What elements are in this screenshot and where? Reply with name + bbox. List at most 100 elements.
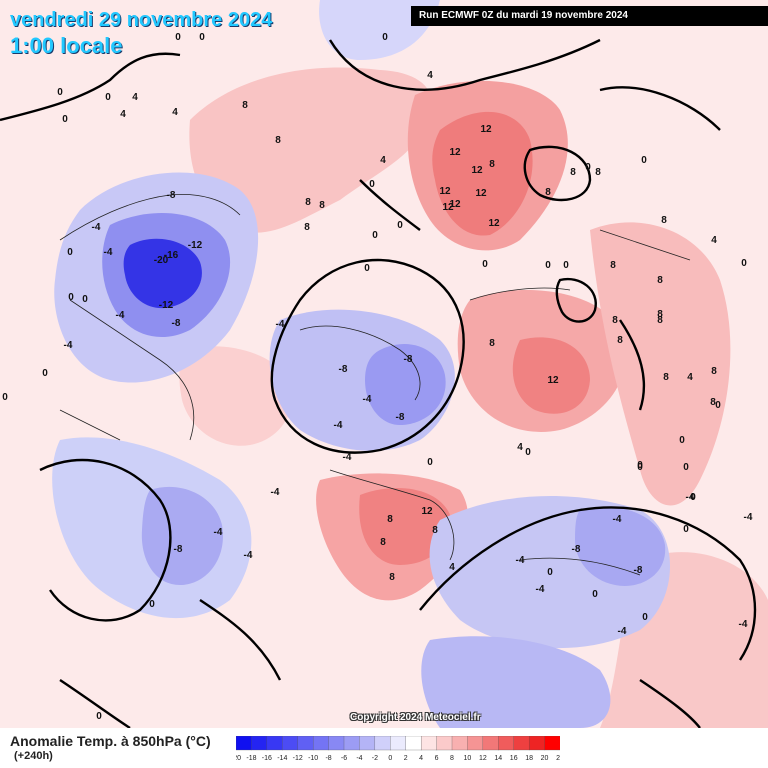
warm-area-asia-east [590, 222, 731, 506]
color-scale-swatch [328, 736, 345, 751]
contour-label: 4 [380, 155, 386, 166]
warm-area-north-atlantic [189, 67, 433, 233]
valid-date-title: vendredi 29 novembre 2024 [10, 9, 273, 31]
contour-label: 0 [585, 162, 591, 173]
warm-area-siberia-core [512, 337, 590, 414]
color-scale-swatch [390, 736, 407, 751]
contour-label: 8 [387, 514, 393, 525]
contour-label: 0 [2, 392, 8, 403]
contour-label: 8 [432, 525, 438, 536]
contour-label: 0 [369, 179, 375, 190]
contour-label: 8 [595, 167, 601, 178]
contour-label: -4 [744, 512, 753, 523]
contour-label: 8 [657, 315, 663, 326]
coastlines [59, 194, 691, 576]
contour-label: -4 [343, 452, 352, 463]
contour-label: 0 [690, 492, 696, 503]
cold-area-south [421, 636, 611, 728]
local-time-title: 1:00 locale [10, 33, 123, 58]
contour-label: 0 [105, 92, 111, 103]
contour-label: 0 [482, 259, 488, 270]
color-scale-tick-label: -14 [277, 755, 287, 762]
color-scale-tick-label: 14 [494, 755, 502, 762]
contour-label: -8 [339, 364, 348, 375]
color-scale-tick-label: 6 [435, 755, 439, 762]
contour-label: -4 [104, 247, 113, 258]
color-scale-swatch [343, 736, 360, 751]
zero-contours [0, 38, 757, 728]
contour-label: -4 [276, 319, 285, 330]
contour-label: -4 [244, 550, 253, 561]
color-scale-swatch [312, 736, 330, 751]
contour-label: 0 [592, 589, 598, 600]
contour-label: 8 [389, 572, 395, 583]
contour-label: 8 [612, 315, 618, 326]
warm-anomaly-areas [179, 67, 768, 728]
contour-label: 0 [67, 247, 73, 258]
color-scale-tick-label: -16 [262, 755, 272, 762]
contour-label: 8 [242, 100, 248, 111]
color-scale-tick-label: 18 [525, 755, 533, 762]
contour-label: 0 [641, 155, 647, 166]
contour-label: 0 [57, 87, 63, 98]
contour-label: 0 [642, 612, 648, 623]
color-scale-tick-label: -12 [293, 755, 303, 762]
contour-label: 12 [471, 165, 483, 176]
contour-label: 0 [563, 260, 569, 271]
warm-area-canada-east [179, 346, 293, 446]
contour-label: -4 [334, 420, 343, 431]
contour-label: 4 [120, 109, 126, 120]
contour-label: 0 [683, 462, 689, 473]
color-scale-tick-label: -6 [341, 755, 347, 762]
contour-label: 0 [525, 447, 531, 458]
contour-label: 12 [480, 124, 492, 135]
contour-label: -12 [159, 300, 174, 311]
color-scale-swatch [251, 736, 268, 751]
color-scale-swatch [436, 736, 453, 751]
contour-label: -12 [188, 240, 203, 251]
contour-label: -4 [613, 514, 622, 525]
contour-label: 4 [687, 372, 693, 383]
contour-label: 8 [663, 372, 669, 383]
warm-area-arctic-core [432, 111, 533, 236]
contour-label: 0 [715, 400, 721, 411]
color-scale-tick-label: 20 [541, 755, 549, 762]
contour-label: 8 [657, 309, 663, 320]
color-scale-tick-label: -8 [325, 755, 331, 762]
contour-label: -4 [686, 492, 695, 503]
contour-label: 4 [449, 562, 455, 573]
color-scale-swatch [482, 736, 499, 751]
contour-label: 0 [547, 567, 553, 578]
contour-label: 0 [82, 294, 88, 305]
contour-label: 12 [442, 202, 454, 213]
contour-label: 0 [199, 32, 205, 43]
color-scale-tick-label: -18 [246, 755, 256, 762]
color-scale-swatch [405, 736, 422, 751]
warm-area-europe-core [359, 487, 451, 565]
contour-label: 0 [427, 457, 433, 468]
contour-label: 8 [545, 187, 551, 198]
contour-label: 8 [275, 135, 281, 146]
color-scale-tick-label: 0 [388, 755, 392, 762]
contour-label: 8 [380, 537, 386, 548]
color-scale: -20-18-16-14-12-10-8-6-4-202468101214161… [236, 736, 560, 762]
contour-label: 0 [42, 368, 48, 379]
color-scale-swatch [266, 736, 283, 751]
cold-anomaly-areas [52, 0, 670, 728]
contour-label: 12 [547, 375, 559, 386]
contour-label: -8 [167, 190, 176, 201]
color-scale-swatch [297, 736, 314, 751]
contour-label: 8 [657, 275, 663, 286]
color-scale-tick-label: -4 [356, 755, 362, 762]
color-scale-swatch [359, 736, 376, 751]
contour-label: -8 [634, 565, 643, 576]
contour-label: 8 [711, 366, 717, 377]
color-scale-swatch [451, 736, 468, 751]
contour-label: 8 [489, 159, 495, 170]
contour-label: -8 [396, 412, 405, 423]
color-scale-swatch [513, 736, 530, 751]
cold-area-central-asia-core [575, 506, 666, 586]
contour-label: 0 [364, 263, 370, 274]
